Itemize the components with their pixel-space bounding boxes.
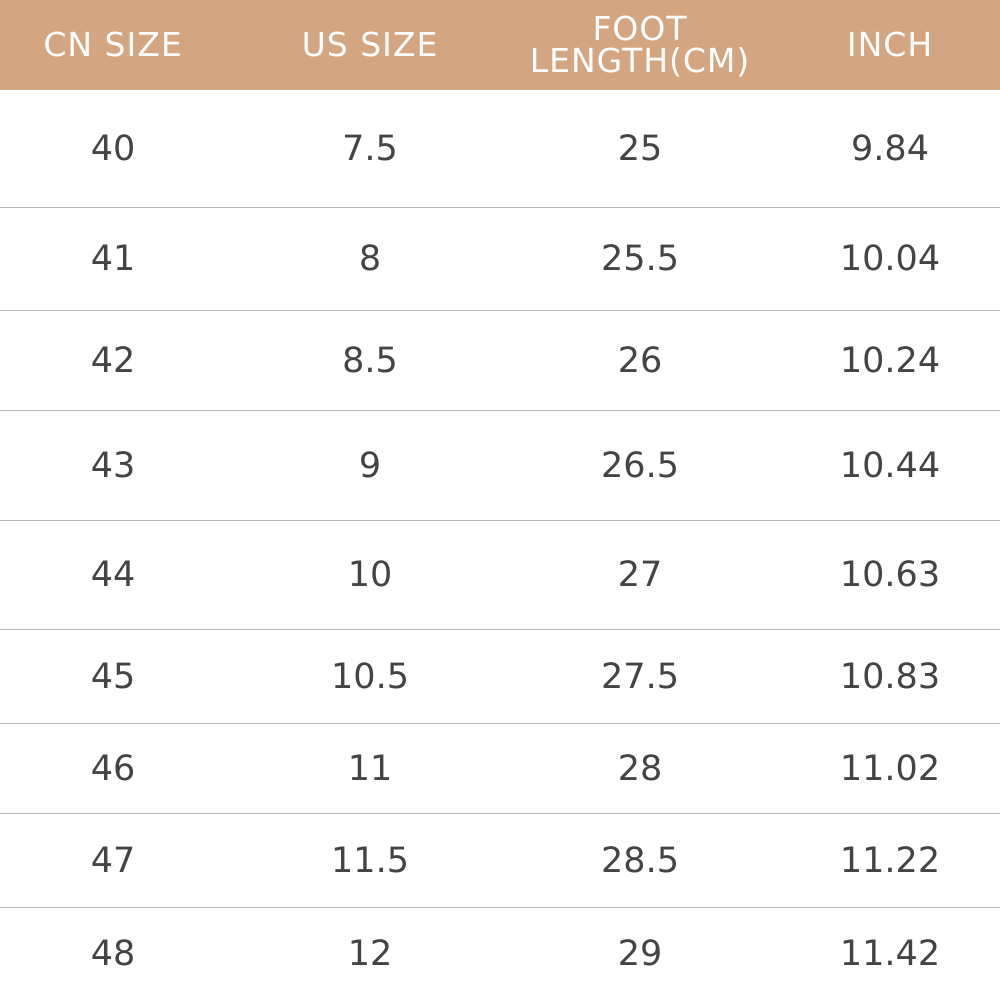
table-row: 48 12 29 11.42 [0,908,1000,1000]
table-cell: 26 [617,340,663,381]
table-row: 43 9 26.5 10.44 [0,411,1000,521]
table-cell: 10.24 [839,340,941,381]
table-cell: 40 [90,128,136,169]
table-header: CN SIZE US SIZE FOOT LENGTH(CM) INCH [0,0,1000,90]
table-cell: 11.42 [839,934,941,974]
header-cell: FOOT LENGTH(CM) [529,9,751,80]
table-cell: 9.84 [851,128,929,169]
table-cell: 26.5 [601,445,679,486]
table-cell: 10.63 [839,555,941,595]
table-cell: 41 [90,239,136,279]
table-cell: 45 [90,656,136,697]
table-cell: 27.5 [601,656,679,697]
table-row: 41 8 25.5 10.04 [0,208,1000,311]
table-cell: 11.22 [839,840,941,881]
table-cell: 28.5 [601,840,679,881]
table-row: 42 8.5 26 10.24 [0,311,1000,411]
table-cell: 27 [617,555,663,595]
table-cell: 12 [347,934,393,974]
header-cell: US SIZE [301,25,439,64]
header-cell: CN SIZE [43,25,183,64]
table-cell: 29 [617,934,663,974]
table-row: 40 7.5 25 9.84 [0,90,1000,208]
table-cell: 7.5 [342,128,398,169]
table-cell: 42 [90,340,136,381]
table-cell: 47 [90,840,136,881]
table-cell: 48 [90,934,136,974]
table-cell: 10.04 [839,239,941,279]
table-row: 44 10 27 10.63 [0,521,1000,630]
table-row: 47 11.5 28.5 11.22 [0,814,1000,908]
table-cell: 11 [347,748,393,789]
header-cell: INCH [846,25,934,64]
table-cell: 25.5 [601,239,679,279]
table-cell: 28 [617,748,663,789]
table-row: 45 10.5 27.5 10.83 [0,630,1000,724]
table-cell: 9 [358,445,382,486]
table-cell: 25 [617,128,663,169]
table-cell: 10.83 [839,656,941,697]
table-cell: 46 [90,748,136,789]
table-cell: 10.5 [331,656,409,697]
table-cell: 11.5 [331,840,409,881]
table-cell: 44 [90,555,136,595]
table-cell: 8 [358,239,382,279]
table-cell: 43 [90,445,136,486]
table-cell: 10 [347,555,393,595]
table-row: 46 11 28 11.02 [0,724,1000,814]
table-cell: 8.5 [342,340,398,381]
table-cell: 10.44 [839,445,941,486]
table-cell: 11.02 [839,748,941,789]
